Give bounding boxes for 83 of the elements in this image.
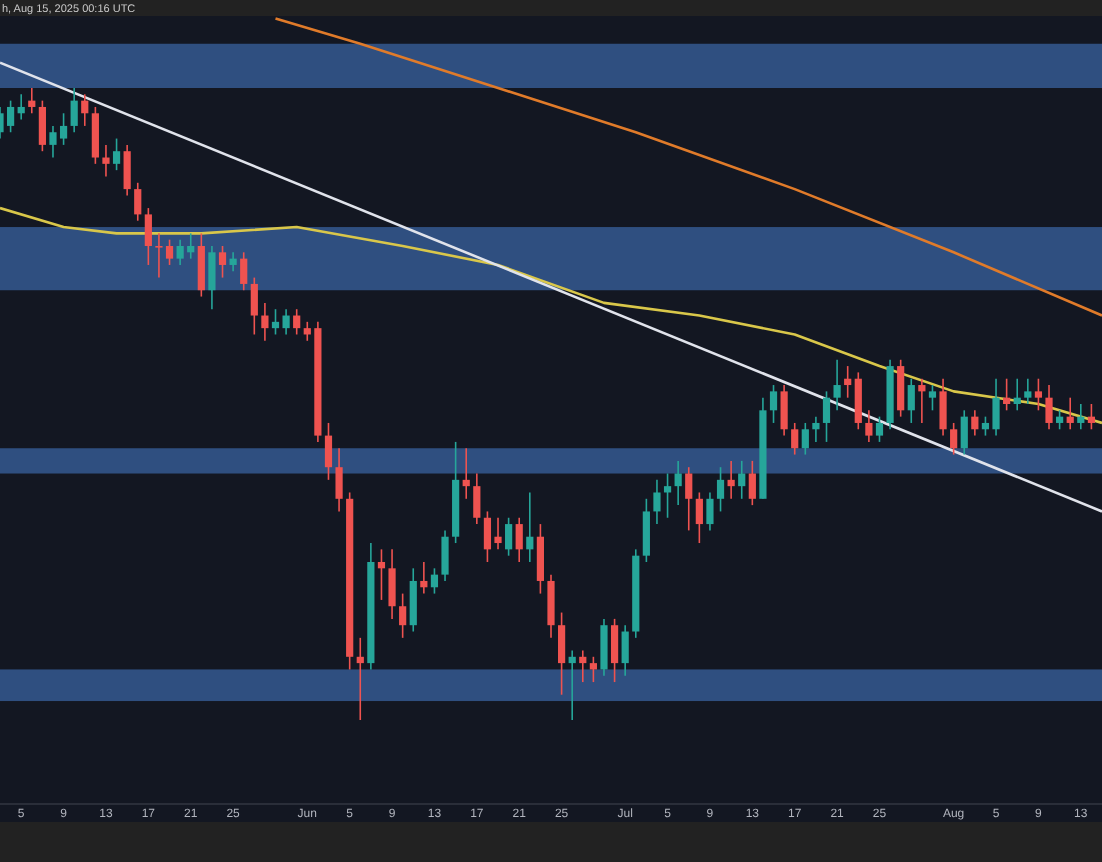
- candlestick: [685, 466, 693, 532]
- candlestick: [399, 592, 407, 639]
- candlestick: [769, 384, 778, 424]
- candlestick: [324, 422, 333, 481]
- candlestick: [7, 99, 15, 134]
- candlestick: [388, 548, 396, 620]
- candlestick: [1077, 403, 1085, 431]
- candlestick: [218, 245, 227, 279]
- candlestick: [112, 137, 121, 171]
- candlestick: [833, 358, 841, 412]
- candlestick: [695, 491, 703, 544]
- candlestick: [738, 460, 746, 500]
- candlestick: [197, 232, 205, 298]
- candlestick: [28, 87, 36, 115]
- candlestick: [1034, 377, 1043, 412]
- candlestick: [536, 523, 544, 595]
- candlestick: [558, 611, 566, 696]
- candlestick: [441, 529, 449, 582]
- candlestick: [356, 637, 364, 721]
- candlestick: [250, 276, 258, 336]
- candlestick: [642, 498, 650, 563]
- candlestick: [377, 548, 386, 601]
- candlestick: [854, 371, 862, 431]
- candlestick: [600, 618, 608, 677]
- candlestick: [261, 302, 269, 342]
- candlestick: [1087, 403, 1095, 431]
- candlestick: [144, 207, 152, 266]
- candlestick: [812, 415, 820, 443]
- candlestick: [473, 472, 481, 525]
- candlestick: [960, 409, 968, 456]
- candlestick: [801, 422, 809, 456]
- candlestick: [727, 460, 735, 500]
- candlestick: [621, 624, 629, 677]
- candlestick: [134, 182, 142, 222]
- candlestick: [663, 472, 672, 519]
- candlestick: [420, 561, 428, 595]
- candlestick: [897, 358, 905, 418]
- candlestick: [918, 377, 926, 424]
- candlestick: [102, 144, 110, 178]
- candlestick: [91, 106, 99, 165]
- candlestick: [1024, 377, 1032, 405]
- candlestick: [229, 251, 237, 273]
- candlestick: [1056, 409, 1064, 431]
- candlestick: [123, 144, 131, 197]
- candlestick: [579, 649, 587, 683]
- candlestick: [928, 384, 937, 412]
- candlestick: [462, 447, 470, 500]
- candlestick: [791, 422, 799, 456]
- candlestick: [950, 422, 958, 456]
- candlestick: [515, 516, 523, 563]
- candlestick: [240, 251, 248, 292]
- candlestick: [409, 567, 417, 633]
- candlestick: [1045, 384, 1053, 431]
- candlestick: [971, 409, 979, 437]
- candlestick: [589, 656, 597, 683]
- candlestick: [293, 308, 301, 336]
- candlestick: [865, 409, 873, 443]
- candlestick: [81, 93, 89, 127]
- candlestick: [568, 649, 576, 721]
- candlestick: [70, 87, 78, 134]
- candlestick: [716, 466, 725, 513]
- candlestick: [38, 99, 46, 152]
- candlestick: [674, 460, 682, 506]
- candlestick: [780, 384, 788, 437]
- candlestick: [748, 460, 756, 506]
- candlestick: [939, 377, 947, 437]
- candlestick: [875, 415, 884, 443]
- candlestick: [505, 516, 513, 557]
- candlestick: [1066, 396, 1074, 431]
- candlestick: [1013, 377, 1021, 412]
- candlestick: [653, 479, 661, 525]
- candlestick: [17, 93, 25, 121]
- candlestick: [526, 491, 534, 563]
- candlestick: [208, 245, 216, 310]
- candlestick: [430, 567, 439, 595]
- candlestick: [610, 618, 619, 683]
- candlestick: [547, 573, 555, 639]
- candlestick: [907, 377, 915, 424]
- candlestick: [1003, 377, 1011, 412]
- candlestick: [844, 365, 852, 399]
- candlestick: [335, 447, 343, 513]
- candlestick: [822, 390, 831, 443]
- candlestick: [706, 491, 714, 532]
